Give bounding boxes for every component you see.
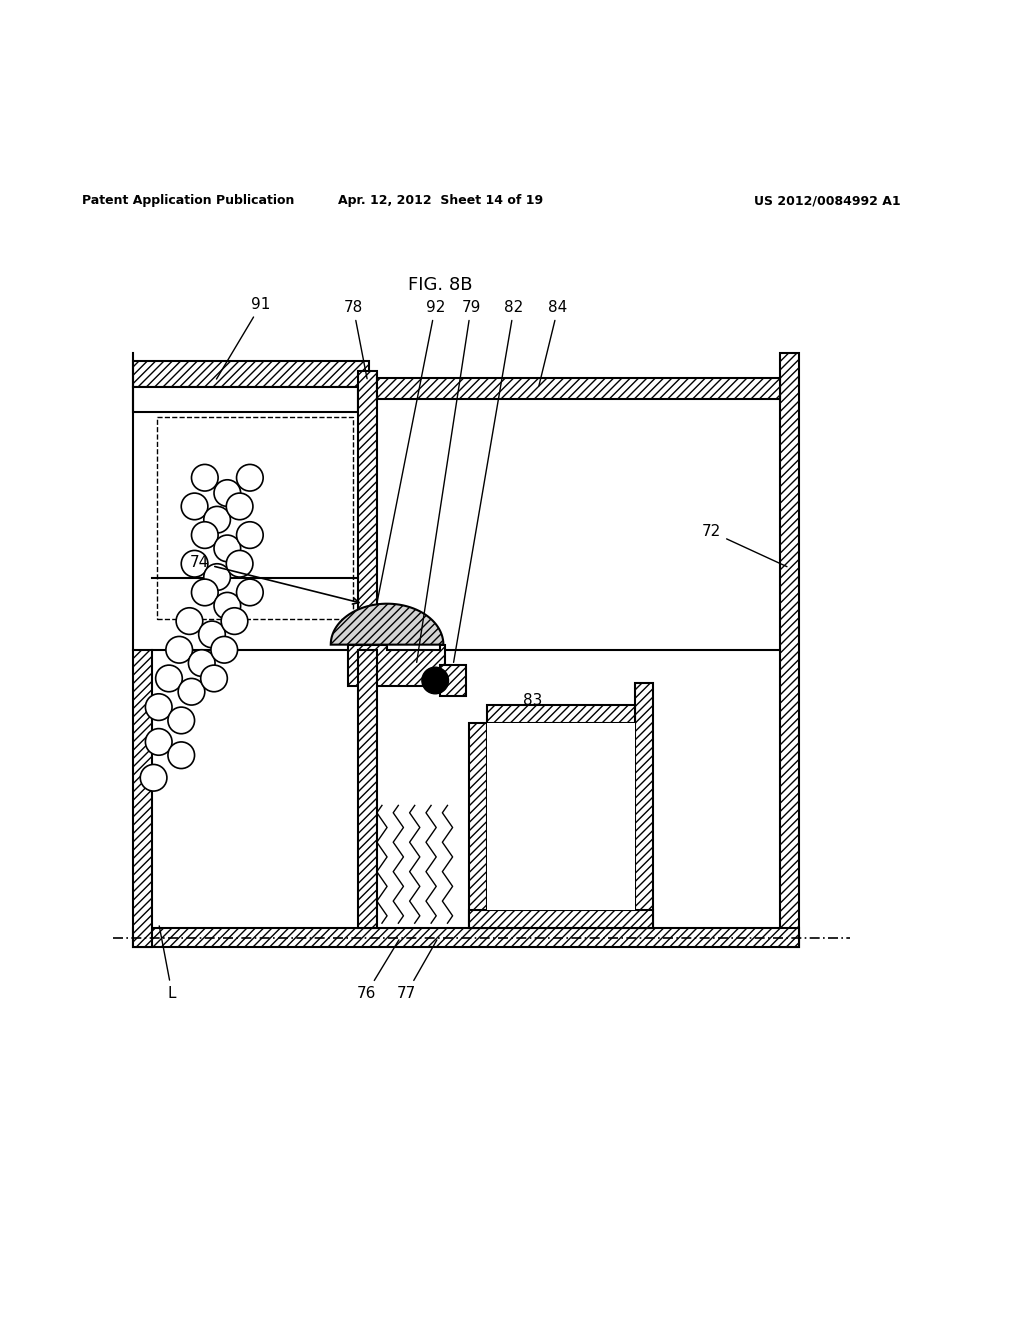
Circle shape xyxy=(181,494,208,520)
Circle shape xyxy=(422,667,449,694)
Circle shape xyxy=(214,593,241,619)
Bar xyxy=(358,649,377,928)
Text: Apr. 12, 2012  Sheet 14 of 19: Apr. 12, 2012 Sheet 14 of 19 xyxy=(338,194,543,207)
Circle shape xyxy=(188,649,215,676)
Bar xyxy=(358,371,377,660)
Bar xyxy=(133,360,369,387)
Bar xyxy=(133,649,152,946)
Circle shape xyxy=(191,579,218,606)
Text: 74: 74 xyxy=(190,556,359,605)
Bar xyxy=(635,682,653,928)
Circle shape xyxy=(156,665,182,692)
Bar xyxy=(487,705,635,723)
Text: 92: 92 xyxy=(378,300,444,601)
Text: 91: 91 xyxy=(216,297,270,379)
Text: 83: 83 xyxy=(523,693,542,709)
Circle shape xyxy=(176,607,203,635)
Bar xyxy=(780,352,799,946)
Bar xyxy=(348,644,445,685)
Text: Patent Application Publication: Patent Application Publication xyxy=(82,194,294,207)
Circle shape xyxy=(145,694,172,721)
Bar xyxy=(133,928,799,946)
Text: 79: 79 xyxy=(417,300,480,663)
Circle shape xyxy=(191,521,218,548)
Circle shape xyxy=(237,579,263,606)
Bar xyxy=(440,665,466,696)
Circle shape xyxy=(181,550,208,577)
Circle shape xyxy=(226,550,253,577)
Text: L: L xyxy=(160,925,176,1001)
Circle shape xyxy=(168,708,195,734)
Text: FIG. 8B: FIG. 8B xyxy=(409,276,472,294)
Circle shape xyxy=(168,742,195,768)
Circle shape xyxy=(226,494,253,520)
Circle shape xyxy=(178,678,205,705)
Circle shape xyxy=(204,564,230,590)
Text: 76: 76 xyxy=(357,940,399,1001)
Bar xyxy=(377,379,780,399)
Text: 72: 72 xyxy=(702,524,787,566)
Bar xyxy=(469,723,487,928)
Text: 77: 77 xyxy=(397,940,437,1001)
Bar xyxy=(387,635,440,649)
Circle shape xyxy=(140,764,167,791)
Circle shape xyxy=(214,535,241,562)
Bar xyxy=(133,387,358,412)
Polygon shape xyxy=(331,603,443,644)
Circle shape xyxy=(221,607,248,635)
Circle shape xyxy=(237,521,263,548)
Circle shape xyxy=(191,465,218,491)
Circle shape xyxy=(201,665,227,692)
Circle shape xyxy=(237,465,263,491)
Bar xyxy=(487,723,635,909)
Circle shape xyxy=(204,507,230,533)
Circle shape xyxy=(145,729,172,755)
Text: 84: 84 xyxy=(539,300,567,385)
Circle shape xyxy=(199,622,225,648)
Circle shape xyxy=(166,636,193,663)
Circle shape xyxy=(211,636,238,663)
Text: US 2012/0084992 A1: US 2012/0084992 A1 xyxy=(755,194,901,207)
Text: 78: 78 xyxy=(344,300,367,379)
Text: 82: 82 xyxy=(454,300,523,663)
Bar xyxy=(157,417,353,619)
Circle shape xyxy=(214,479,241,507)
Bar xyxy=(469,909,653,928)
